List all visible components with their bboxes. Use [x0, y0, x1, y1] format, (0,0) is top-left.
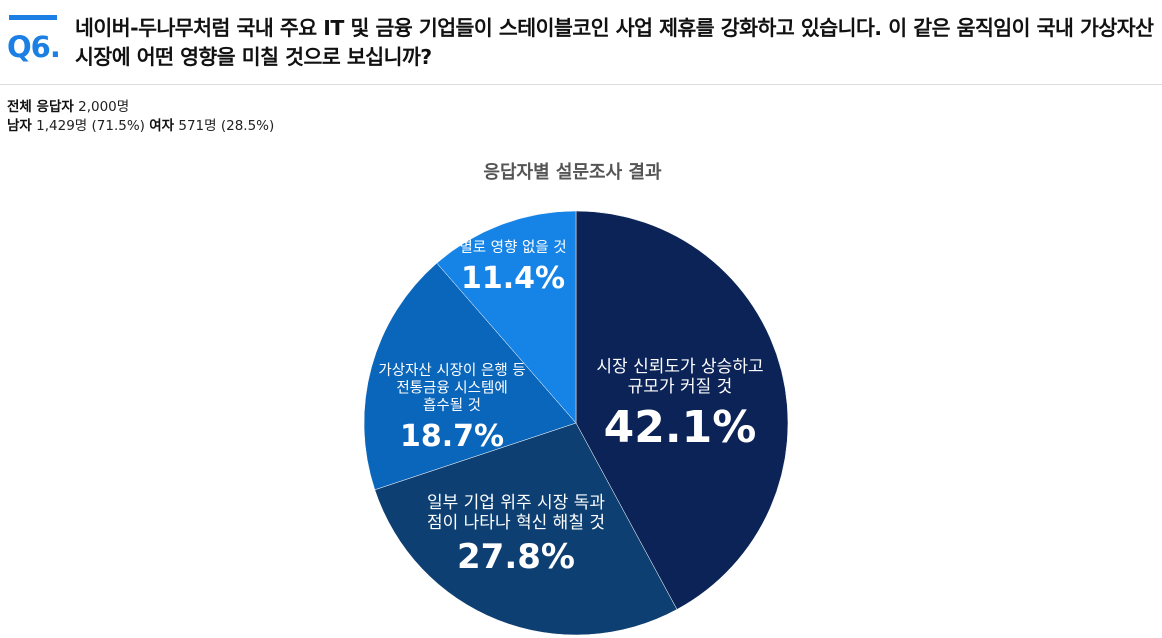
slice-2-value-label: 27.8% [457, 537, 575, 577]
question-text: 네이버-두나무처럼 국내 주요 IT 및 금융 기업들이 스테이블코인 사업 제… [75, 16, 1154, 69]
slice-2-label-line-1: 일부 기업 위주 시장 독과 [427, 493, 605, 513]
slice-3-label-line-2: 전통금융 시스템에 [396, 380, 507, 397]
respondent-male-value: 1,429명 (71.5%) [36, 118, 145, 134]
slice-1-label-line-2: 규모가 커질 것 [628, 377, 733, 397]
question-number: Q6. [7, 30, 61, 64]
pie-slice-4 [436, 210, 577, 424]
pie-slice-3 [363, 262, 577, 491]
slice-1-label-line-1: 시장 신뢰도가 상승하고 [596, 357, 763, 377]
respondent-total-label: 전체 응답자 [7, 99, 74, 115]
slice-3-label-line-3: 흡수될 것 [423, 397, 481, 414]
pie-slice-2 [374, 422, 678, 636]
respondent-male-label: 남자 [7, 118, 32, 134]
slice-4-value-label: 11.4% [461, 261, 565, 296]
respondent-total-line: 전체 응답자 2,000명 [7, 98, 274, 117]
respondent-gender-line: 남자 1,429명 (71.5%) 여자 571명 (28.5%) [7, 117, 274, 136]
chart-title: 응답자별 설문조사 결과 [483, 162, 662, 183]
question-accent-bar [9, 15, 57, 20]
respondent-female-value: 571명 (28.5%) [178, 118, 275, 134]
slice-4-label-line-1: 별로 영향 없을 것 [459, 239, 566, 256]
respondent-total-value: 2,000명 [78, 99, 130, 115]
slice-3-value-label: 18.7% [400, 419, 504, 454]
slice-1-value-label: 42.1% [604, 402, 757, 453]
slice-3-label-line-1: 가상자산 시장이 은행 등 [378, 362, 525, 379]
respondent-female-label: 여자 [149, 118, 175, 134]
slice-2-label-line-2: 점이 나타나 혁신 해칠 것 [427, 513, 605, 533]
respondent-info: 전체 응답자 2,000명 남자 1,429명 (71.5%) 여자 571명 … [7, 98, 274, 136]
question-header: Q6. 네이버-두나무처럼 국내 주요 IT 및 금융 기업들이 스테이블코인 … [0, 0, 1162, 85]
pie-slice-1 [575, 210, 789, 610]
